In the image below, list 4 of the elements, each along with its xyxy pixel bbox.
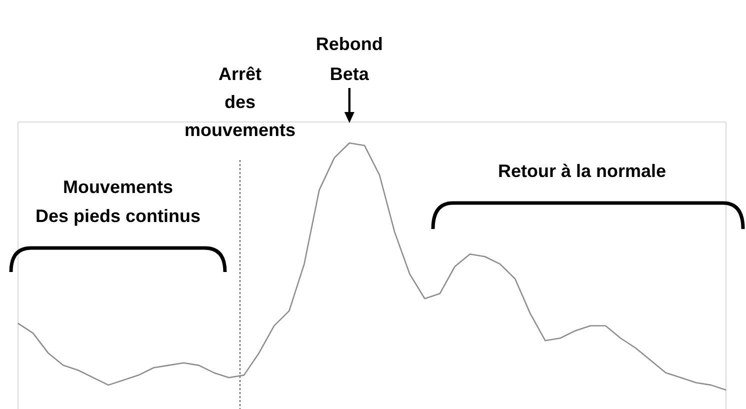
text: Rebond Beta <box>316 34 383 84</box>
annotation: Retour à la normale <box>498 161 666 181</box>
text: Arrêt des mouvements <box>184 64 296 140</box>
annotation: Mouvements Des pieds continus <box>35 177 201 226</box>
